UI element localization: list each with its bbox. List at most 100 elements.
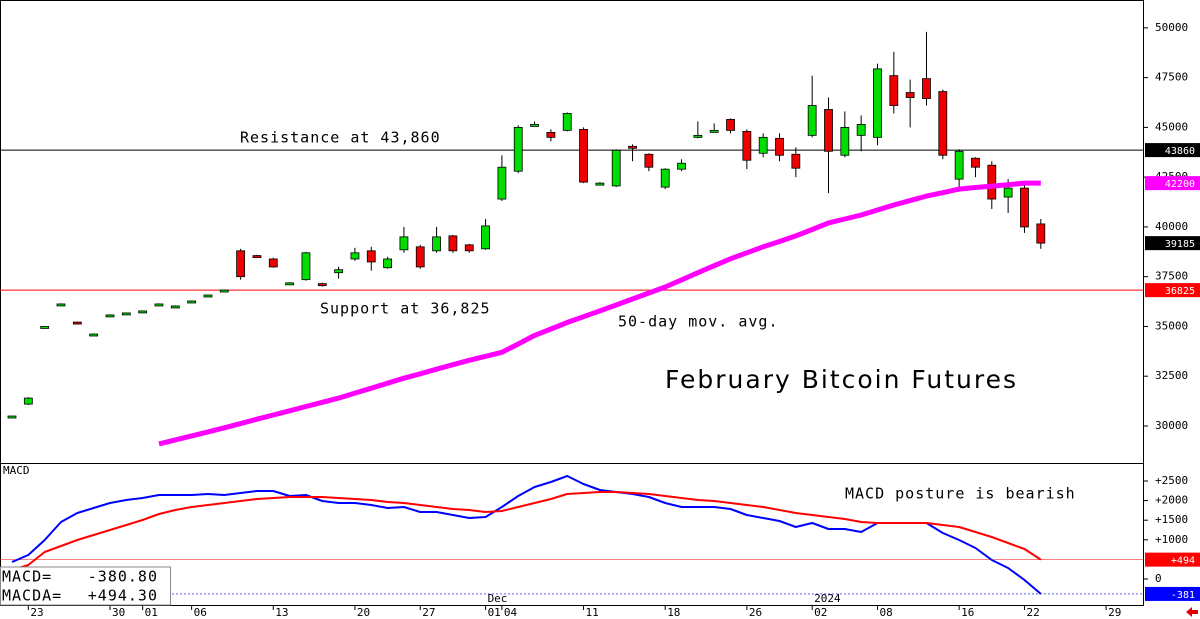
- candle-body: [56, 303, 66, 307]
- x-tick-label: 11: [586, 606, 599, 619]
- candle-body: [268, 258, 278, 268]
- candle-body: [170, 305, 180, 309]
- macd-line: [11, 491, 1042, 571]
- x-tick-label: 01: [488, 606, 501, 619]
- readout-label: MACD=: [2, 568, 52, 586]
- candle-body: [954, 150, 964, 180]
- candle-body: [758, 136, 768, 154]
- readout-value: +494.30: [88, 587, 158, 605]
- moving-average: [158, 180, 1041, 447]
- candle-body: [971, 157, 980, 168]
- candle-body: [889, 75, 899, 106]
- x-tick-label: 23: [30, 606, 43, 619]
- y-tick-label: +2000: [1155, 494, 1188, 507]
- macd-line: [11, 475, 1042, 595]
- candle-body: [807, 105, 817, 136]
- y-tick-label: 40000: [1155, 220, 1188, 233]
- candle-body: [824, 109, 833, 152]
- candle-body: [546, 131, 556, 138]
- candle-body: [187, 300, 197, 304]
- candle-body: [105, 314, 115, 318]
- candle-body: [23, 397, 33, 405]
- candle-body: [905, 92, 915, 98]
- month-label: Dec: [488, 592, 508, 605]
- badge-label: -381: [1171, 590, 1195, 601]
- x-tick-label: 26: [749, 606, 762, 619]
- candle-body: [660, 168, 670, 188]
- x-tick-label: 29: [1108, 606, 1121, 619]
- price-badge: [1145, 283, 1200, 298]
- badge-label: 42200: [1165, 179, 1195, 190]
- price-badge: [1145, 552, 1200, 567]
- candle-body: [236, 250, 246, 278]
- candle-body: [252, 255, 262, 258]
- x-tick-label: 06: [194, 606, 207, 619]
- candle-body: [497, 166, 507, 200]
- candle-body: [1003, 187, 1013, 198]
- candle-body: [579, 128, 588, 183]
- candle-body: [873, 68, 882, 138]
- candle-body: [1036, 223, 1046, 244]
- candle-body: [399, 236, 409, 251]
- candle-body: [840, 126, 850, 156]
- price-badge: [1145, 236, 1200, 251]
- candle-body: [709, 129, 719, 133]
- macd-panel: [0, 463, 1144, 606]
- candle-body: [366, 250, 376, 263]
- annotation: MACD posture is bearish: [845, 485, 1076, 503]
- x-tick-label: 02: [814, 606, 827, 619]
- readout-box: [0, 566, 171, 606]
- candle-body: [644, 153, 654, 168]
- x-tick-label: 01: [145, 606, 158, 619]
- candle-body: [530, 124, 539, 127]
- candle-body: [383, 258, 392, 269]
- y-tick-label: +1500: [1155, 513, 1188, 526]
- price-badge: [1145, 586, 1200, 601]
- candle-body: [350, 252, 360, 260]
- y-tick-label: 37500: [1155, 270, 1188, 283]
- candle-body: [513, 126, 523, 172]
- candle-body: [415, 246, 425, 268]
- candle-body: [791, 153, 801, 169]
- candle-body: [922, 78, 931, 99]
- scroll-arrow[interactable]: [1186, 607, 1198, 617]
- candle-body: [72, 321, 82, 325]
- annotation: Resistance at 43,860: [240, 129, 441, 147]
- candle-body: [89, 333, 99, 337]
- readout-value: -380.80: [88, 568, 158, 586]
- candle-body: [154, 303, 164, 307]
- y-tick-label: +2500: [1155, 474, 1188, 487]
- candle-body: [481, 225, 490, 250]
- candle-body: [726, 119, 735, 131]
- badge-label: +494: [1171, 556, 1195, 567]
- readout-label: MACDA=: [2, 587, 62, 605]
- candle-body: [138, 310, 148, 314]
- badge-label: 36825: [1165, 286, 1195, 297]
- month-label: 2024: [814, 592, 841, 605]
- price-badge: [1145, 176, 1200, 191]
- candle-body: [121, 312, 131, 316]
- badge-label: 43860: [1165, 146, 1195, 157]
- x-tick-label: 04: [504, 606, 518, 619]
- candle-body: [203, 294, 213, 298]
- y-tick-label: 45000: [1155, 120, 1188, 133]
- candle-body: [693, 134, 703, 138]
- x-tick-label: 27: [422, 606, 435, 619]
- price-badge: [1145, 143, 1200, 158]
- x-tick-label: 16: [961, 606, 974, 619]
- x-tick-label: 13: [275, 606, 288, 619]
- candle-body: [775, 137, 784, 156]
- panel-title: MACD: [3, 464, 30, 477]
- candle-body: [628, 145, 637, 149]
- candle-body: [219, 289, 229, 293]
- chart-title: February Bitcoin Futures: [665, 365, 1018, 394]
- candle-body: [317, 283, 327, 287]
- candle-body: [595, 182, 605, 186]
- candle-body: [987, 164, 997, 200]
- x-tick-label: 08: [879, 606, 892, 619]
- candle-body: [448, 235, 458, 252]
- candle-body: [611, 149, 621, 187]
- candle-body: [301, 252, 311, 281]
- candle-body: [40, 326, 50, 329]
